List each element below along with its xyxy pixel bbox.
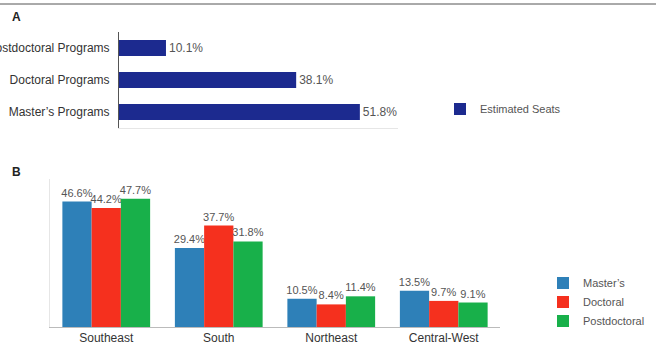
svg-text:31.8%: 31.8% [232,226,263,238]
svg-text:8.4%: 8.4% [319,289,344,301]
svg-text:9.7%: 9.7% [431,286,456,298]
svg-text:10.5%: 10.5% [286,284,317,296]
svg-text:38.1%: 38.1% [299,73,333,87]
svg-text:Northeast: Northeast [305,331,358,345]
svg-text:Postdoctoral Programs: Postdoctoral Programs [0,41,110,55]
svg-text:Southeast: Southeast [79,331,134,345]
svg-text:10.1%: 10.1% [169,41,203,55]
svg-text:Doctoral Programs: Doctoral Programs [10,73,110,87]
svg-text:Master’s: Master’s [583,277,625,289]
svg-text:Postdoctoral: Postdoctoral [583,315,644,327]
svg-text:South: South [203,331,234,345]
svg-text:11.4%: 11.4% [345,281,376,293]
svg-text:46.6%: 46.6% [61,187,92,199]
svg-text:13.5%: 13.5% [399,276,430,288]
svg-text:Central-West: Central-West [409,331,479,345]
svg-text:9.1%: 9.1% [460,288,485,300]
svg-text:29.4%: 29.4% [174,233,205,245]
svg-text:Master’s Programs: Master’s Programs [9,105,110,119]
svg-text:B: B [12,165,21,179]
svg-text:Estimated Seats: Estimated Seats [480,103,561,115]
svg-text:51.8%: 51.8% [363,105,397,119]
svg-text:37.7%: 37.7% [203,211,234,223]
svg-text:44.2%: 44.2% [91,193,122,205]
svg-text:47.7%: 47.7% [120,184,151,196]
svg-text:A: A [12,10,21,24]
svg-text:Doctoral: Doctoral [583,296,624,308]
